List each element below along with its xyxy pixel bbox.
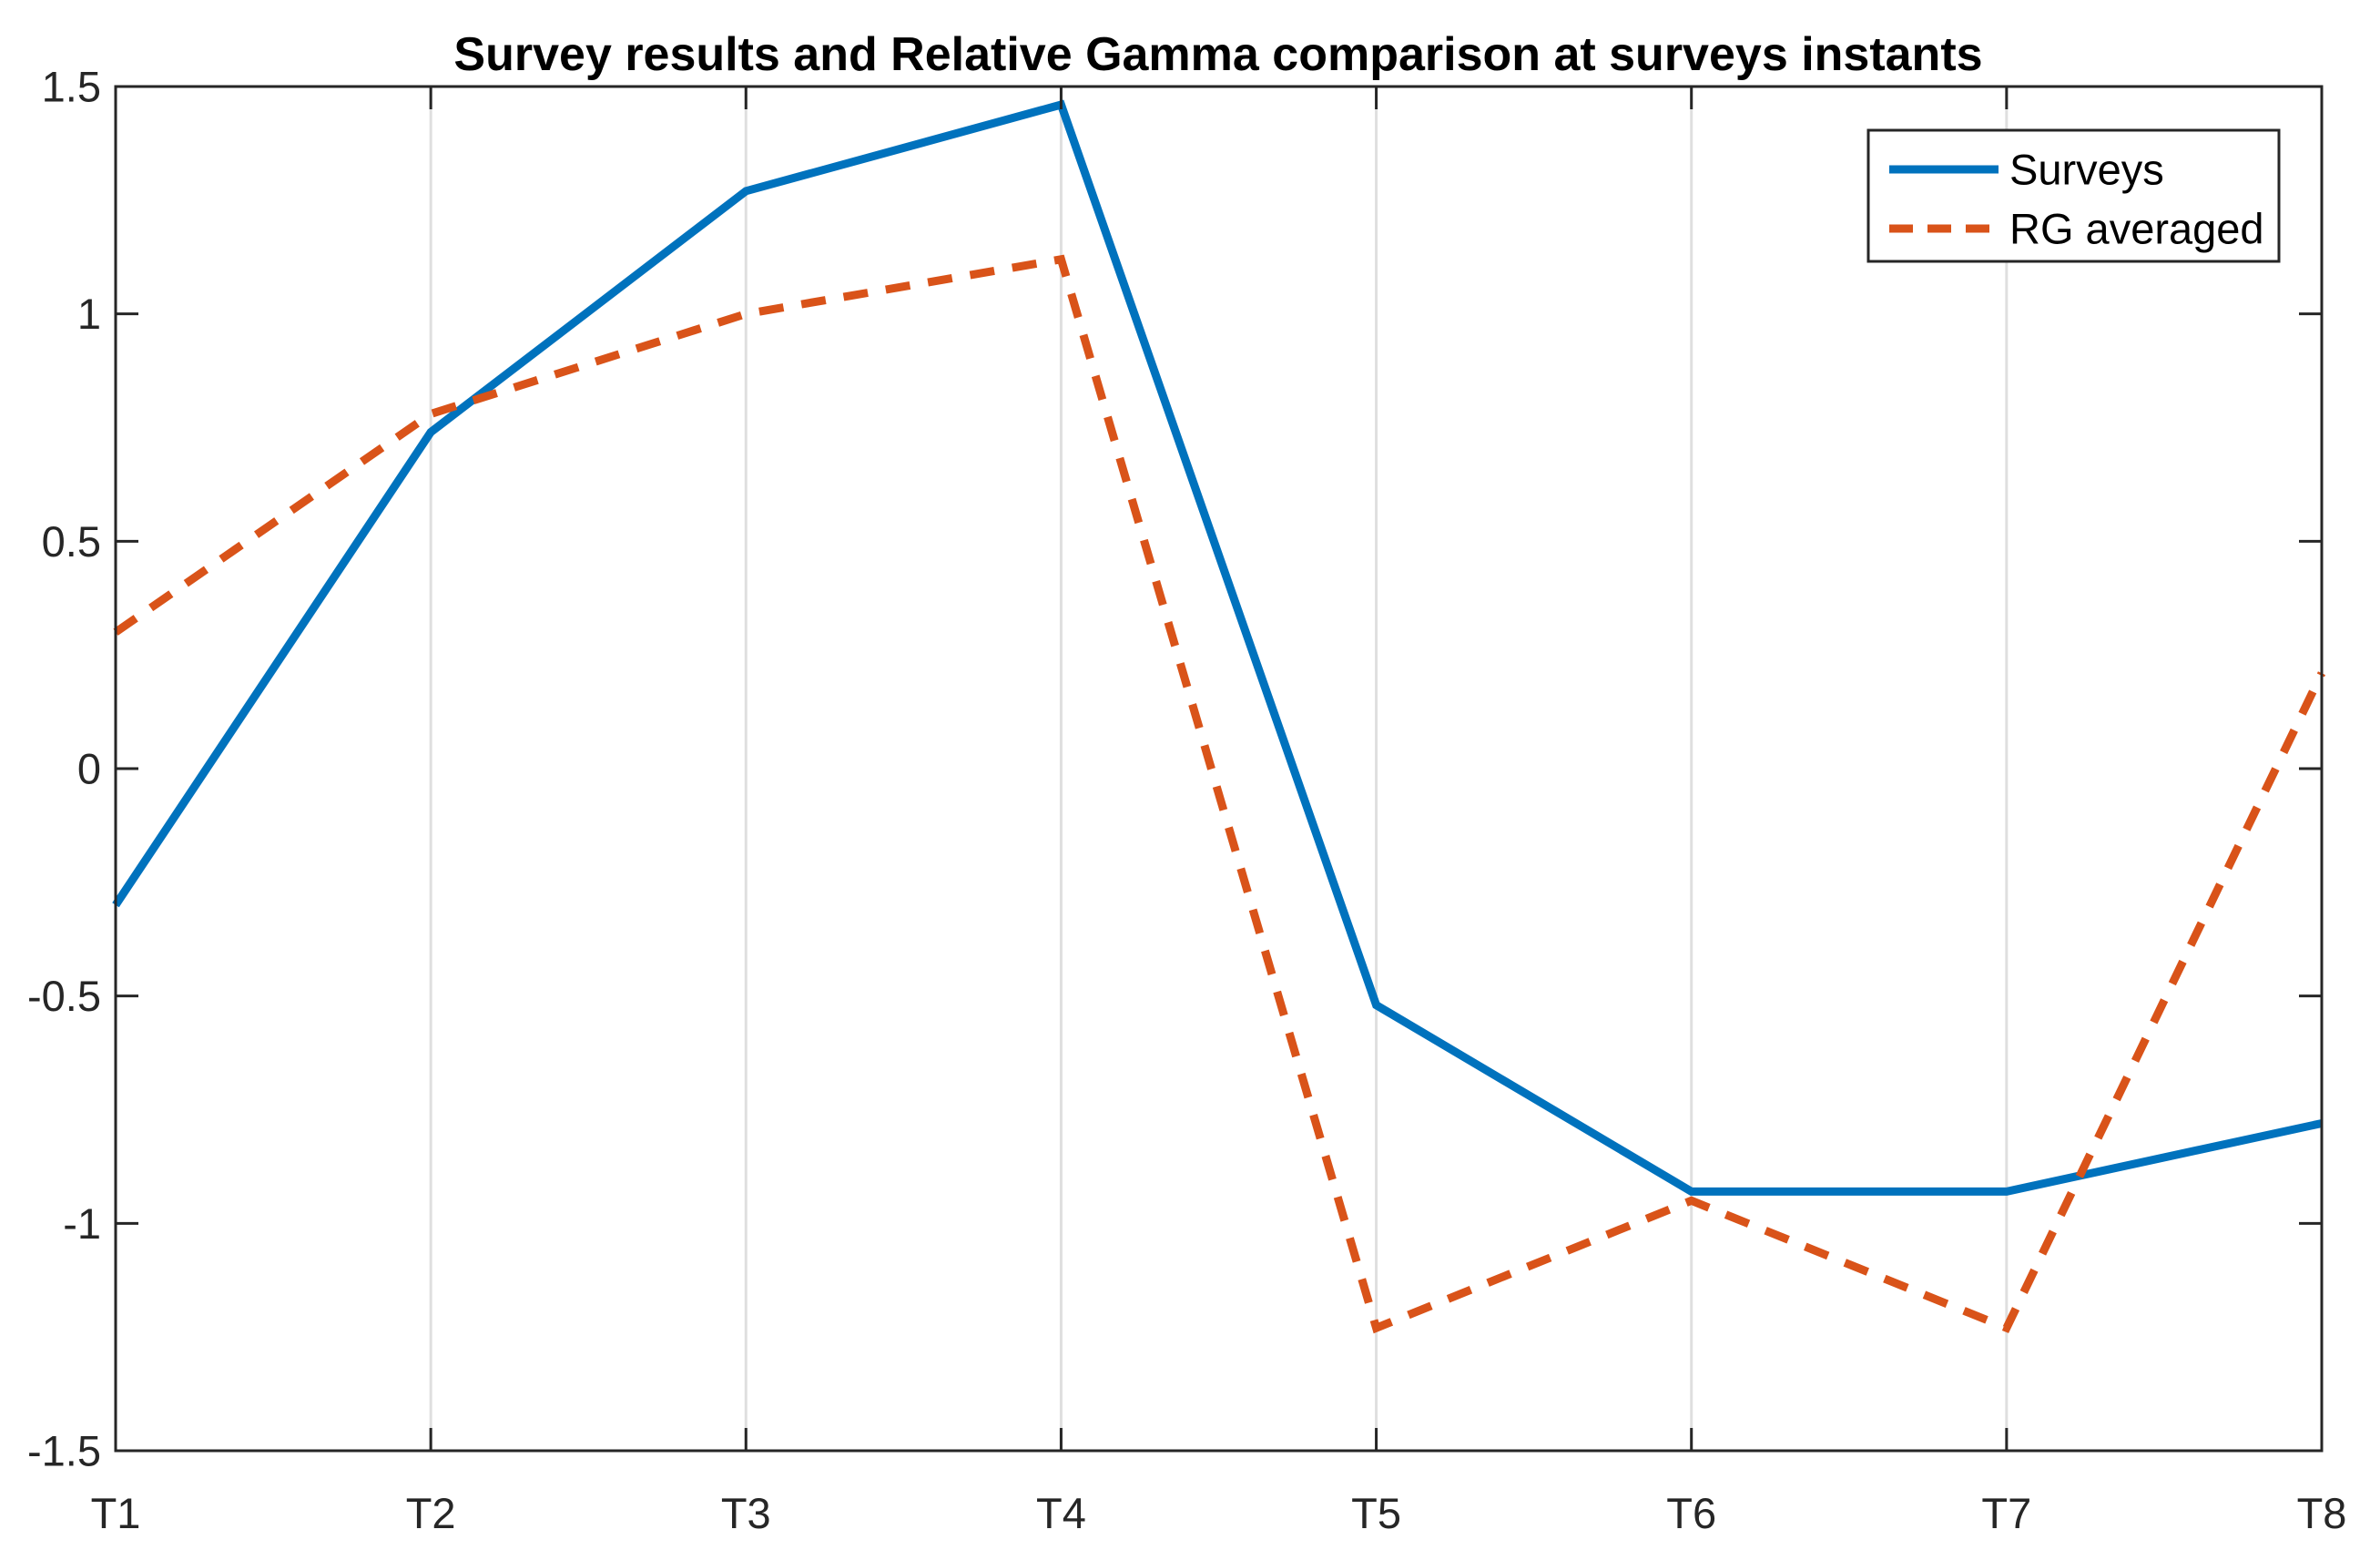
x-tick-label: T1 <box>91 1489 141 1537</box>
x-tick-label: T3 <box>721 1489 771 1537</box>
gridlines <box>429 87 2009 1451</box>
surveys-line <box>112 99 2323 1196</box>
legend-box <box>1866 128 2281 263</box>
legend-surveys-label: Surveys <box>2009 146 2164 194</box>
y-tick-label: -1.5 <box>27 1427 101 1475</box>
y-tick-label: 1 <box>77 290 101 338</box>
legend: Surveys RG averaged <box>1866 128 2281 263</box>
y-tick-label: -0.5 <box>27 972 101 1020</box>
y-tick-label: 0 <box>77 745 101 793</box>
rg-averaged-line <box>113 254 2326 1334</box>
y-tick-label: 0.5 <box>42 517 101 566</box>
legend-rg-averaged-label: RG averaged <box>2009 205 2264 253</box>
x-tick-label: T4 <box>1036 1489 1086 1537</box>
chart-title: Survey results and Relative Gamma compar… <box>453 28 1982 81</box>
x-tick-label: T5 <box>1351 1489 1401 1537</box>
x-tick-label: T6 <box>1666 1489 1716 1537</box>
axis-tick-labels: T1 T2 T3 T4 T5 T6 T7 T8 1.5 1 0.5 0 -0.5 -1 -1.5 <box>27 63 2346 1538</box>
x-tick-label: T8 <box>2297 1489 2347 1537</box>
x-tick-label: T7 <box>1981 1489 2031 1537</box>
axis-ticks <box>114 85 2324 1453</box>
y-tick-label: -1 <box>63 1199 101 1248</box>
plot-frame <box>114 85 2324 1453</box>
y-tick-label: 1.5 <box>42 63 101 111</box>
x-tick-label: T2 <box>406 1489 456 1537</box>
